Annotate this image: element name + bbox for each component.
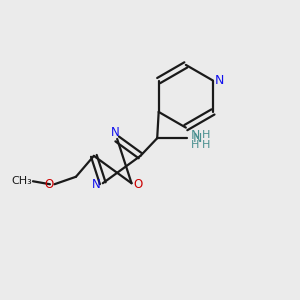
Text: H: H — [202, 140, 210, 150]
Text: CH₃: CH₃ — [11, 176, 32, 186]
Text: N: N — [191, 129, 200, 142]
Text: N: N — [92, 178, 100, 191]
Text: H: H — [202, 130, 210, 140]
Text: N: N — [215, 74, 224, 87]
Text: H: H — [191, 140, 200, 150]
Text: O: O — [134, 178, 143, 191]
Text: N: N — [111, 126, 120, 139]
Text: N: N — [192, 132, 202, 145]
Text: O: O — [44, 178, 54, 191]
